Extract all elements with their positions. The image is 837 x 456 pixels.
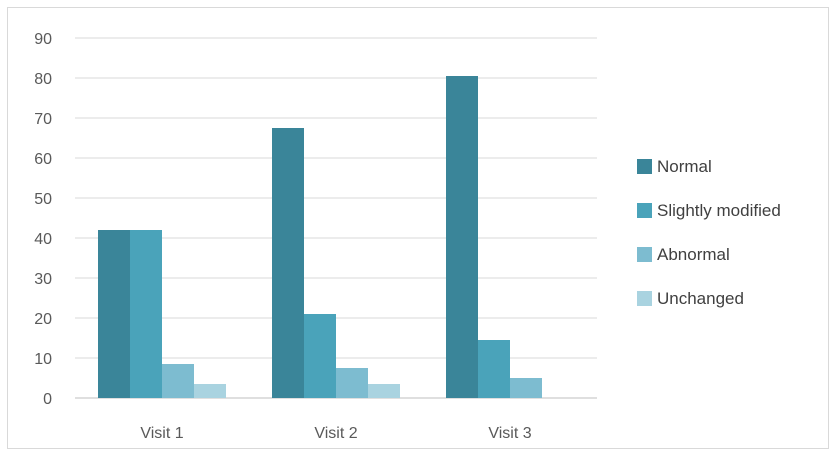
y-tick-label: 80: [34, 71, 52, 88]
legend-label: Abnormal: [657, 245, 730, 264]
y-tick-label: 60: [34, 151, 52, 168]
y-tick-label: 30: [34, 271, 52, 288]
x-tick-label: Visit 2: [314, 425, 357, 442]
y-tick-label: 90: [34, 31, 52, 48]
bar-normal-visit-1: [98, 230, 130, 398]
x-axis-ticks: Visit 1 Visit 2 Visit 3: [140, 425, 531, 442]
bar-unchanged-visit-1: [194, 384, 226, 398]
bars: [98, 76, 542, 398]
x-tick-label: Visit 1: [140, 425, 183, 442]
bar-abnormal-visit-1: [162, 364, 194, 398]
bar-normal-visit-2: [272, 128, 304, 398]
legend: Normal Slightly modified Abnormal Unchanged: [637, 157, 781, 308]
x-tick-label: Visit 3: [488, 425, 531, 442]
bar-unchanged-visit-2: [368, 384, 400, 398]
bar-abnormal-visit-2: [336, 368, 368, 398]
legend-label: Unchanged: [657, 289, 744, 308]
legend-label: Slightly modified: [657, 201, 781, 220]
y-tick-label: 10: [34, 351, 52, 368]
y-axis-ticks: 0 10 20 30 40 50 60 70 80 90: [34, 31, 52, 408]
legend-swatch: [637, 247, 652, 262]
bar-slightly-modified-visit-2: [304, 314, 336, 398]
bar-normal-visit-3: [446, 76, 478, 398]
legend-swatch: [637, 159, 652, 174]
legend-swatch: [637, 203, 652, 218]
y-tick-label: 50: [34, 191, 52, 208]
y-tick-label: 0: [43, 391, 52, 408]
legend-label: Normal: [657, 157, 712, 176]
bar-abnormal-visit-3: [510, 378, 542, 398]
bar-slightly-modified-visit-1: [130, 230, 162, 398]
y-tick-label: 40: [34, 231, 52, 248]
y-tick-label: 20: [34, 311, 52, 328]
y-tick-label: 70: [34, 111, 52, 128]
bar-slightly-modified-visit-3: [478, 340, 510, 398]
legend-swatch: [637, 291, 652, 306]
